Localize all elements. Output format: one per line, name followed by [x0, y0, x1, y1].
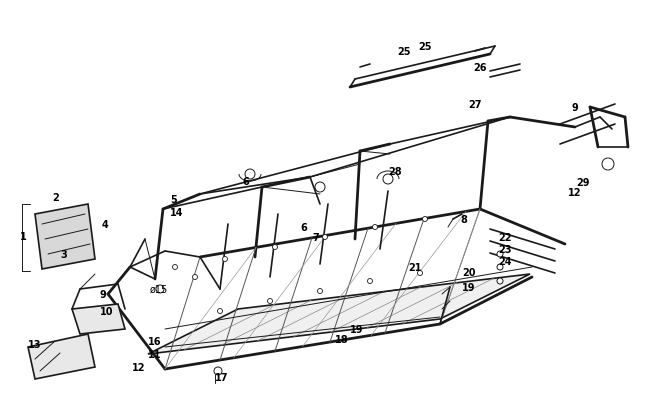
Text: 4: 4	[102, 220, 109, 230]
Circle shape	[222, 257, 227, 262]
Text: 12: 12	[568, 188, 582, 198]
Polygon shape	[28, 334, 95, 379]
Circle shape	[268, 299, 272, 304]
Text: 12: 12	[132, 362, 146, 372]
Circle shape	[156, 285, 164, 293]
Circle shape	[602, 159, 614, 171]
Circle shape	[192, 275, 198, 280]
Text: 23: 23	[498, 244, 512, 254]
Text: 28: 28	[388, 166, 402, 177]
Text: 2: 2	[52, 192, 58, 202]
Circle shape	[497, 264, 503, 270]
Circle shape	[497, 278, 503, 284]
Text: 24: 24	[498, 256, 512, 266]
Text: 19: 19	[462, 282, 476, 292]
Circle shape	[315, 183, 325, 192]
Text: 14: 14	[170, 207, 183, 217]
Polygon shape	[72, 304, 125, 334]
Circle shape	[245, 170, 255, 179]
Text: 6: 6	[242, 177, 249, 187]
Circle shape	[272, 245, 278, 250]
Circle shape	[422, 217, 428, 222]
Circle shape	[497, 252, 503, 257]
Text: 25: 25	[418, 42, 432, 52]
Text: 3: 3	[60, 249, 67, 259]
Text: 22: 22	[498, 232, 512, 243]
Text: 1: 1	[20, 231, 27, 241]
Text: 9: 9	[572, 103, 578, 113]
Text: 29: 29	[576, 177, 590, 188]
Text: 13: 13	[28, 339, 42, 349]
Text: ø15: ø15	[150, 284, 168, 294]
Text: 27: 27	[468, 100, 482, 110]
Text: 18: 18	[335, 334, 348, 344]
Text: 17: 17	[215, 372, 229, 382]
Text: 20: 20	[462, 267, 476, 277]
Circle shape	[383, 175, 393, 185]
Polygon shape	[35, 205, 95, 269]
Circle shape	[322, 235, 328, 240]
Circle shape	[367, 279, 372, 284]
Text: 10: 10	[100, 306, 114, 316]
Text: 25: 25	[397, 47, 411, 57]
Text: 9: 9	[100, 289, 107, 299]
Circle shape	[172, 265, 177, 270]
Text: 21: 21	[408, 262, 421, 272]
Text: 5: 5	[170, 194, 177, 205]
Text: 11: 11	[148, 349, 161, 359]
Polygon shape	[148, 274, 530, 354]
Circle shape	[372, 225, 378, 230]
Circle shape	[317, 289, 322, 294]
Text: 6: 6	[300, 222, 307, 232]
Text: 7: 7	[312, 232, 318, 243]
Circle shape	[214, 367, 222, 375]
Circle shape	[417, 271, 422, 276]
Text: 16: 16	[148, 336, 161, 346]
Circle shape	[218, 309, 222, 314]
Text: 8: 8	[460, 215, 467, 224]
Text: 26: 26	[473, 63, 486, 73]
Text: 19: 19	[350, 324, 363, 334]
